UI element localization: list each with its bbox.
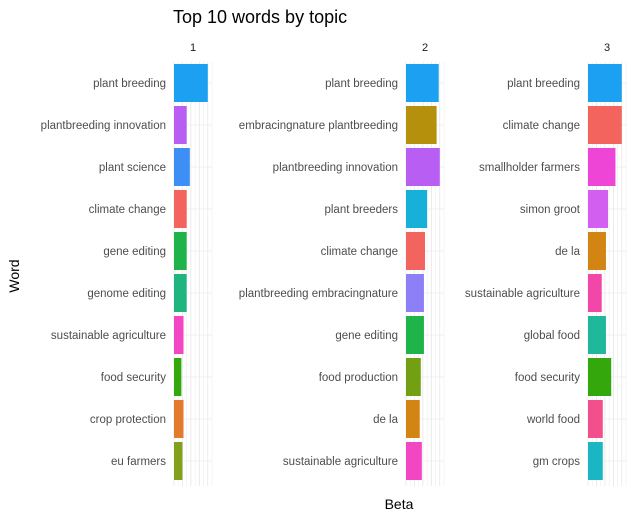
bar	[174, 106, 187, 144]
word-label: de la	[373, 414, 399, 426]
y-axis-label: Word	[6, 259, 22, 292]
word-label: sustainable agriculture	[465, 288, 580, 300]
panel-3: 3 plant breeding climate change smallholder…	[465, 42, 627, 486]
word-label: climate change	[503, 120, 580, 132]
word-label: food security	[101, 372, 166, 384]
word-label: de la	[555, 246, 581, 258]
bar	[588, 148, 616, 186]
bar	[588, 232, 606, 270]
word-label: gene editing	[335, 330, 398, 342]
panels: 1 plant breeding plantbreeding innovation p…	[41, 42, 627, 486]
bar	[406, 316, 424, 354]
word-label: sustainable agriculture	[51, 330, 166, 342]
bar	[588, 274, 602, 312]
panel-2: 2 plant breeding embracingnature plantbree…	[239, 42, 445, 486]
word-label: eu farmers	[111, 456, 166, 468]
bar	[174, 64, 208, 102]
bar	[588, 64, 622, 102]
word-label: smallholder farmers	[479, 162, 580, 174]
panel-strip-label: 1	[190, 42, 196, 54]
word-label: climate change	[321, 246, 398, 258]
panel-strip-label: 2	[422, 42, 428, 54]
bar	[174, 358, 182, 396]
bar	[588, 442, 603, 480]
word-label: world food	[526, 414, 580, 426]
word-label: food production	[319, 372, 398, 384]
word-label: plantbreeding embracingnature	[239, 288, 398, 300]
bar	[588, 190, 609, 228]
panel-1: 1 plant breeding plantbreeding innovation p…	[41, 42, 213, 486]
bar	[174, 316, 184, 354]
bar	[406, 106, 437, 144]
bar	[174, 232, 187, 270]
bar	[588, 316, 606, 354]
bar	[406, 358, 421, 396]
word-label: plant science	[99, 162, 166, 174]
word-label: plant breeding	[507, 78, 580, 90]
word-label: climate change	[89, 204, 166, 216]
bar	[406, 274, 424, 312]
bar	[174, 148, 190, 186]
bar	[174, 274, 187, 312]
word-label: sustainable agriculture	[283, 456, 398, 468]
word-label: genome editing	[87, 288, 166, 300]
word-label: embracingnature plantbreeding	[239, 120, 398, 132]
x-axis-label: Beta	[385, 496, 414, 512]
word-label: food security	[515, 372, 580, 384]
bar	[588, 106, 622, 144]
word-label: gene editing	[103, 246, 166, 258]
panel-strip-label: 3	[604, 42, 610, 54]
word-label: gm crops	[533, 456, 581, 468]
word-label: plant breeding	[93, 78, 166, 90]
word-label: plantbreeding innovation	[41, 120, 166, 132]
bar	[588, 400, 603, 438]
bar	[588, 358, 612, 396]
word-label: crop protection	[90, 414, 166, 426]
word-label: plantbreeding innovation	[273, 162, 398, 174]
bar	[174, 442, 183, 480]
bar	[406, 190, 428, 228]
word-label: simon groot	[520, 204, 581, 216]
bar	[406, 232, 425, 270]
word-label: global food	[524, 330, 580, 342]
bar	[406, 64, 439, 102]
word-label: plant breeding	[325, 78, 398, 90]
bar	[174, 190, 187, 228]
word-label: plant breeders	[324, 204, 398, 216]
chart-title: Top 10 words by topic	[173, 7, 347, 27]
bar	[174, 400, 184, 438]
bar	[406, 148, 440, 186]
bar	[406, 400, 420, 438]
bar	[406, 442, 422, 480]
